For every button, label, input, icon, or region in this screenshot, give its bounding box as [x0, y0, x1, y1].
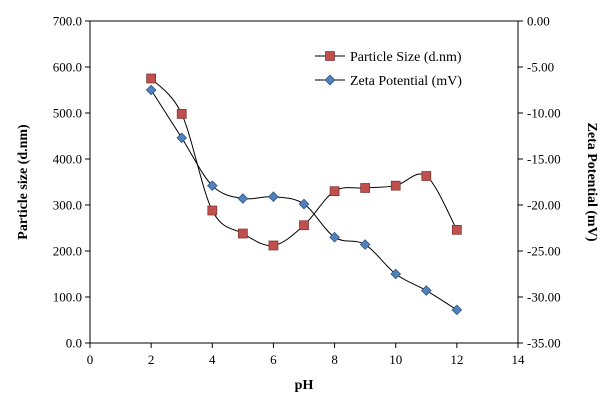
data-point-particle-size: [452, 224, 462, 235]
legend: Particle Size (d.nm) Zeta Potential (mV): [315, 50, 462, 89]
data-point-zeta-potential: [329, 231, 340, 243]
y-tick-label: 400.0: [53, 152, 82, 167]
x-tick-label: 6: [270, 352, 277, 367]
y2-tick-label: -5.00: [527, 60, 554, 75]
data-point-particle-size: [390, 180, 401, 191]
data-point-zeta-potential: [359, 239, 371, 250]
x-tick-label: 0: [87, 352, 94, 367]
data-point-particle-size: [207, 205, 218, 216]
ticks-layer: 0 2 4 6 8 10 12 14 0.0 100.0 200.0 300.0 400.0 500.0 6…: [53, 14, 561, 368]
y-tick-label: 100.0: [53, 290, 82, 305]
y2-tick-label: -10.00: [527, 106, 561, 121]
data-point-zeta-potential: [451, 304, 463, 316]
x-tick-label: 12: [450, 352, 463, 367]
plot-area-border: [89, 20, 519, 344]
markers-layer: [145, 73, 463, 316]
data-point-zeta-potential: [268, 191, 279, 203]
data-point-particle-size: [176, 109, 187, 119]
y-tick-label: 700.0: [53, 14, 82, 29]
data-point-zeta-potential: [206, 180, 218, 191]
y2-axis-title: Zeta Potential (mV): [584, 123, 599, 242]
data-point-zeta-potential: [237, 193, 249, 204]
data-point-zeta-potential: [420, 285, 432, 296]
legend-marker-particle-size: [325, 51, 335, 61]
legend-entry-particle-size: Particle Size (d.nm): [315, 50, 462, 65]
legend-label-particle-size: Particle Size (d.nm): [350, 50, 462, 65]
legend-entry-zeta-potential: Zeta Potential (mV): [315, 74, 462, 89]
data-point-particle-size: [299, 220, 309, 231]
data-point-zeta-potential: [176, 132, 188, 144]
y-tick-label: 500.0: [53, 106, 82, 121]
data-point-particle-size: [360, 183, 370, 193]
x-tick-label: 4: [209, 352, 216, 367]
y-axis-title: Particle size (d.nm): [16, 124, 31, 240]
y2-tick-label: -30.00: [527, 290, 561, 305]
x-tick-label: 2: [148, 352, 155, 367]
x-tick-label: 10: [389, 352, 402, 367]
data-point-zeta-potential: [390, 268, 402, 280]
y-tick-label: 300.0: [53, 198, 82, 213]
y2-tick-label: -25.00: [527, 244, 561, 259]
legend-label-zeta-potential: Zeta Potential (mV): [350, 74, 462, 89]
y2-tick-label: 0.00: [527, 14, 550, 29]
y2-tick-label: -20.00: [527, 198, 561, 213]
y2-tick-label: -15.00: [527, 152, 561, 167]
data-point-particle-size: [421, 171, 432, 181]
y-tick-label: 0.0: [66, 336, 82, 351]
y-tick-label: 200.0: [53, 244, 82, 259]
data-point-zeta-potential: [298, 198, 310, 210]
x-tick-label: 8: [331, 352, 338, 367]
data-point-particle-size: [329, 186, 340, 197]
data-point-particle-size: [238, 228, 248, 239]
legend-marker-zeta-potential: [324, 74, 336, 86]
y2-tick-label: -35.00: [527, 336, 561, 351]
data-point-zeta-potential: [145, 84, 157, 96]
x-tick-label: 14: [512, 352, 526, 367]
y-tick-label: 600.0: [53, 60, 82, 75]
data-point-particle-size: [268, 240, 279, 251]
data-point-particle-size: [146, 73, 156, 84]
x-axis-title: pH: [295, 378, 314, 393]
